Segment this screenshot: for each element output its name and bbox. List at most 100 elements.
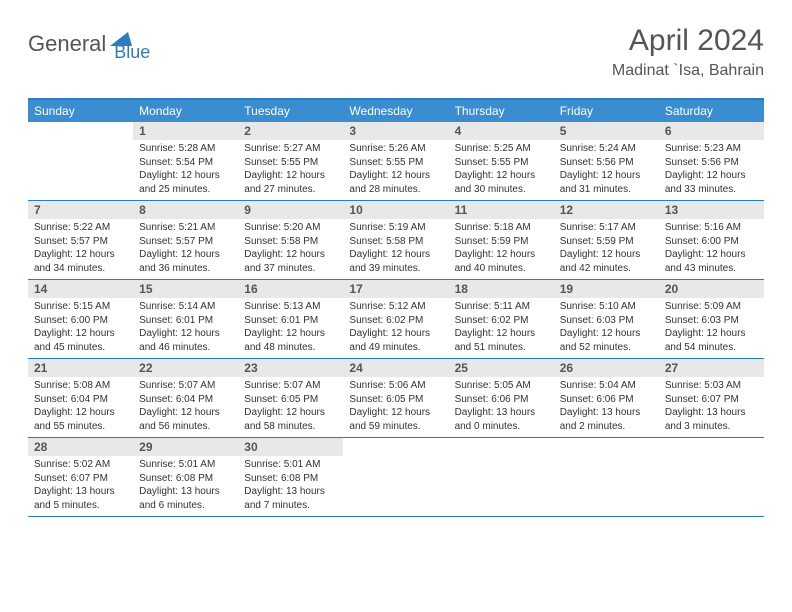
- day-details: Sunrise: 5:22 AMSunset: 5:57 PMDaylight:…: [28, 219, 133, 279]
- day-cell: .: [554, 438, 659, 516]
- day-cell: 3Sunrise: 5:26 AMSunset: 5:55 PMDaylight…: [343, 122, 448, 200]
- day-number: 3: [343, 122, 448, 140]
- day-cell: 1Sunrise: 5:28 AMSunset: 5:54 PMDaylight…: [133, 122, 238, 200]
- day-number: 13: [659, 201, 764, 219]
- day-cell: .: [28, 122, 133, 200]
- day-number: 29: [133, 438, 238, 456]
- day-cell: 8Sunrise: 5:21 AMSunset: 5:57 PMDaylight…: [133, 201, 238, 279]
- day-details: Sunrise: 5:03 AMSunset: 6:07 PMDaylight:…: [659, 377, 764, 437]
- day-headers-row: SundayMondayTuesdayWednesdayThursdayFrid…: [28, 100, 764, 122]
- title-block: April 2024 Madinat `Isa, Bahrain: [612, 24, 764, 80]
- header: General Blue April 2024 Madinat `Isa, Ba…: [28, 24, 764, 80]
- day-details: Sunrise: 5:09 AMSunset: 6:03 PMDaylight:…: [659, 298, 764, 358]
- day-number: 8: [133, 201, 238, 219]
- day-number: 22: [133, 359, 238, 377]
- day-cell: 11Sunrise: 5:18 AMSunset: 5:59 PMDayligh…: [449, 201, 554, 279]
- day-details: Sunrise: 5:02 AMSunset: 6:07 PMDaylight:…: [28, 456, 133, 516]
- day-details: Sunrise: 5:07 AMSunset: 6:04 PMDaylight:…: [133, 377, 238, 437]
- day-details: Sunrise: 5:27 AMSunset: 5:55 PMDaylight:…: [238, 140, 343, 200]
- day-header-saturday: Saturday: [659, 100, 764, 122]
- day-cell: 26Sunrise: 5:04 AMSunset: 6:06 PMDayligh…: [554, 359, 659, 437]
- day-header-friday: Friday: [554, 100, 659, 122]
- day-number: 2: [238, 122, 343, 140]
- day-cell: 24Sunrise: 5:06 AMSunset: 6:05 PMDayligh…: [343, 359, 448, 437]
- logo-text-blue: Blue: [114, 42, 150, 63]
- logo-text-general: General: [28, 31, 106, 57]
- day-details: Sunrise: 5:19 AMSunset: 5:58 PMDaylight:…: [343, 219, 448, 279]
- day-number: 9: [238, 201, 343, 219]
- month-title: April 2024: [612, 24, 764, 58]
- day-details: Sunrise: 5:06 AMSunset: 6:05 PMDaylight:…: [343, 377, 448, 437]
- day-header-thursday: Thursday: [449, 100, 554, 122]
- day-cell: 9Sunrise: 5:20 AMSunset: 5:58 PMDaylight…: [238, 201, 343, 279]
- week-row: 28Sunrise: 5:02 AMSunset: 6:07 PMDayligh…: [28, 438, 764, 517]
- day-details: Sunrise: 5:11 AMSunset: 6:02 PMDaylight:…: [449, 298, 554, 358]
- day-cell: 13Sunrise: 5:16 AMSunset: 6:00 PMDayligh…: [659, 201, 764, 279]
- day-cell: 28Sunrise: 5:02 AMSunset: 6:07 PMDayligh…: [28, 438, 133, 516]
- day-details: Sunrise: 5:08 AMSunset: 6:04 PMDaylight:…: [28, 377, 133, 437]
- day-number: 6: [659, 122, 764, 140]
- day-details: Sunrise: 5:26 AMSunset: 5:55 PMDaylight:…: [343, 140, 448, 200]
- day-cell: 5Sunrise: 5:24 AMSunset: 5:56 PMDaylight…: [554, 122, 659, 200]
- day-cell: 27Sunrise: 5:03 AMSunset: 6:07 PMDayligh…: [659, 359, 764, 437]
- day-number: 7: [28, 201, 133, 219]
- day-number: 11: [449, 201, 554, 219]
- day-cell: 10Sunrise: 5:19 AMSunset: 5:58 PMDayligh…: [343, 201, 448, 279]
- day-number: 26: [554, 359, 659, 377]
- day-details: Sunrise: 5:20 AMSunset: 5:58 PMDaylight:…: [238, 219, 343, 279]
- day-details: Sunrise: 5:18 AMSunset: 5:59 PMDaylight:…: [449, 219, 554, 279]
- day-details: Sunrise: 5:01 AMSunset: 6:08 PMDaylight:…: [238, 456, 343, 516]
- day-cell: 15Sunrise: 5:14 AMSunset: 6:01 PMDayligh…: [133, 280, 238, 358]
- day-cell: 17Sunrise: 5:12 AMSunset: 6:02 PMDayligh…: [343, 280, 448, 358]
- day-header-tuesday: Tuesday: [238, 100, 343, 122]
- day-cell: 23Sunrise: 5:07 AMSunset: 6:05 PMDayligh…: [238, 359, 343, 437]
- day-number: 5: [554, 122, 659, 140]
- day-number: 23: [238, 359, 343, 377]
- day-number: 1: [133, 122, 238, 140]
- day-header-wednesday: Wednesday: [343, 100, 448, 122]
- day-details: Sunrise: 5:25 AMSunset: 5:55 PMDaylight:…: [449, 140, 554, 200]
- day-cell: 25Sunrise: 5:05 AMSunset: 6:06 PMDayligh…: [449, 359, 554, 437]
- day-cell: 19Sunrise: 5:10 AMSunset: 6:03 PMDayligh…: [554, 280, 659, 358]
- day-number: 20: [659, 280, 764, 298]
- day-cell: 2Sunrise: 5:27 AMSunset: 5:55 PMDaylight…: [238, 122, 343, 200]
- day-cell: .: [659, 438, 764, 516]
- day-cell: 30Sunrise: 5:01 AMSunset: 6:08 PMDayligh…: [238, 438, 343, 516]
- day-cell: 12Sunrise: 5:17 AMSunset: 5:59 PMDayligh…: [554, 201, 659, 279]
- day-cell: 14Sunrise: 5:15 AMSunset: 6:00 PMDayligh…: [28, 280, 133, 358]
- day-number: 12: [554, 201, 659, 219]
- day-number: 16: [238, 280, 343, 298]
- day-number: 15: [133, 280, 238, 298]
- day-details: Sunrise: 5:24 AMSunset: 5:56 PMDaylight:…: [554, 140, 659, 200]
- day-details: Sunrise: 5:28 AMSunset: 5:54 PMDaylight:…: [133, 140, 238, 200]
- day-cell: 21Sunrise: 5:08 AMSunset: 6:04 PMDayligh…: [28, 359, 133, 437]
- calendar-body: .1Sunrise: 5:28 AMSunset: 5:54 PMDayligh…: [28, 122, 764, 517]
- day-details: Sunrise: 5:01 AMSunset: 6:08 PMDaylight:…: [133, 456, 238, 516]
- day-details: Sunrise: 5:23 AMSunset: 5:56 PMDaylight:…: [659, 140, 764, 200]
- day-number: 27: [659, 359, 764, 377]
- day-number: 4: [449, 122, 554, 140]
- day-cell: .: [343, 438, 448, 516]
- day-number: 28: [28, 438, 133, 456]
- day-header-sunday: Sunday: [28, 100, 133, 122]
- day-cell: 29Sunrise: 5:01 AMSunset: 6:08 PMDayligh…: [133, 438, 238, 516]
- day-cell: 7Sunrise: 5:22 AMSunset: 5:57 PMDaylight…: [28, 201, 133, 279]
- day-cell: 4Sunrise: 5:25 AMSunset: 5:55 PMDaylight…: [449, 122, 554, 200]
- day-details: Sunrise: 5:12 AMSunset: 6:02 PMDaylight:…: [343, 298, 448, 358]
- day-details: Sunrise: 5:10 AMSunset: 6:03 PMDaylight:…: [554, 298, 659, 358]
- day-number: 30: [238, 438, 343, 456]
- week-row: 21Sunrise: 5:08 AMSunset: 6:04 PMDayligh…: [28, 359, 764, 438]
- day-cell: 18Sunrise: 5:11 AMSunset: 6:02 PMDayligh…: [449, 280, 554, 358]
- day-details: Sunrise: 5:15 AMSunset: 6:00 PMDaylight:…: [28, 298, 133, 358]
- calendar: SundayMondayTuesdayWednesdayThursdayFrid…: [28, 98, 764, 517]
- day-details: Sunrise: 5:13 AMSunset: 6:01 PMDaylight:…: [238, 298, 343, 358]
- day-number: 21: [28, 359, 133, 377]
- day-cell: .: [449, 438, 554, 516]
- day-cell: 20Sunrise: 5:09 AMSunset: 6:03 PMDayligh…: [659, 280, 764, 358]
- day-number: 25: [449, 359, 554, 377]
- day-details: Sunrise: 5:17 AMSunset: 5:59 PMDaylight:…: [554, 219, 659, 279]
- day-number: 24: [343, 359, 448, 377]
- day-details: Sunrise: 5:07 AMSunset: 6:05 PMDaylight:…: [238, 377, 343, 437]
- location-label: Madinat `Isa, Bahrain: [612, 62, 764, 80]
- logo: General Blue: [28, 24, 150, 63]
